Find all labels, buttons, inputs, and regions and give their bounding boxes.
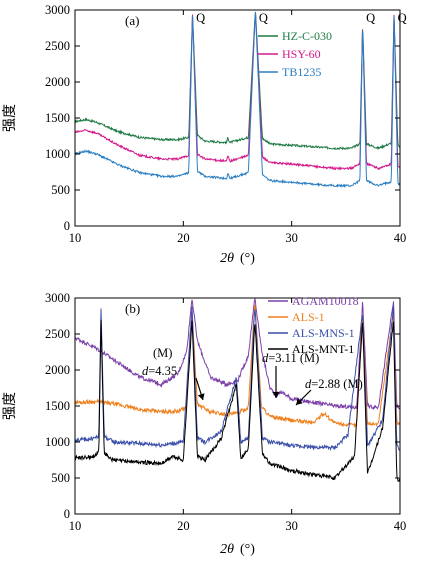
legend-entry: TB1235 bbox=[282, 65, 321, 79]
y-tick-label: 2500 bbox=[45, 39, 70, 53]
legend-entry: ALS-MNS-1 bbox=[292, 326, 355, 340]
annotation-d: d bbox=[305, 377, 312, 391]
x-tick-label: 40 bbox=[394, 519, 407, 533]
x-axis-symbol: 2θ bbox=[220, 251, 234, 266]
x-tick-label: 20 bbox=[177, 519, 190, 533]
x-axis-symbol: 2θ bbox=[220, 542, 234, 557]
x-axis-unit: (°) bbox=[240, 542, 255, 557]
series-line-0 bbox=[75, 298, 400, 411]
y-tick-label: 0 bbox=[64, 219, 70, 233]
series-line-3 bbox=[75, 319, 400, 483]
panel-label: (b) bbox=[125, 301, 140, 316]
annotation-value: =2.88 (M) bbox=[311, 377, 363, 391]
annotation-prefix: (M) bbox=[153, 346, 172, 360]
legend-entry: HSY-60 bbox=[282, 47, 321, 61]
series-line-0 bbox=[75, 11, 400, 151]
y-tick-label: 3000 bbox=[45, 3, 70, 17]
annotation-value: =4.35 bbox=[148, 364, 177, 378]
y-tick-label: 2000 bbox=[45, 363, 70, 377]
x-tick-label: 20 bbox=[177, 231, 190, 245]
annotation-arrow-head bbox=[197, 393, 205, 400]
annotation-d: d bbox=[142, 364, 149, 378]
y-tick-label: 1000 bbox=[45, 147, 70, 161]
x-tick-label: 10 bbox=[69, 519, 82, 533]
annotation: d=3.11 (M) bbox=[262, 351, 319, 365]
series-line-2 bbox=[75, 12, 400, 189]
legend-entry: AGAM10018 bbox=[292, 294, 359, 308]
peak-label-q: Q bbox=[196, 11, 205, 25]
y-axis-title: 强度 bbox=[2, 104, 18, 132]
annotation-d: d bbox=[262, 351, 269, 365]
plot-frame bbox=[74, 9, 401, 227]
series-line-1 bbox=[75, 304, 400, 429]
annotation-arrow-head bbox=[296, 398, 303, 405]
x-axis-unit: (°) bbox=[240, 251, 255, 266]
peak-label-q: Q bbox=[259, 11, 268, 25]
annotation: d=4.35 bbox=[142, 364, 177, 378]
y-tick-label: 1000 bbox=[45, 435, 70, 449]
legend-entry: ALS-1 bbox=[292, 310, 325, 324]
annotation-arrow-head bbox=[272, 392, 280, 398]
y-tick-label: 3000 bbox=[45, 291, 70, 305]
x-tick-label: 30 bbox=[285, 519, 298, 533]
x-tick-label: 40 bbox=[394, 231, 407, 245]
x-tick-label: 10 bbox=[69, 231, 82, 245]
y-tick-label: 500 bbox=[51, 471, 70, 485]
annotation: (M) bbox=[153, 346, 172, 360]
y-tick-label: 2000 bbox=[45, 75, 70, 89]
y-tick-label: 1500 bbox=[45, 399, 70, 413]
y-tick-label: 0 bbox=[64, 507, 70, 521]
legend-entry: HZ-C-030 bbox=[282, 29, 332, 43]
peak-label-q: Q bbox=[398, 11, 407, 25]
chart-panel-1: 10 20 30 40 0 500 1000 1500 2000 2500 3000 强度 2θ (°) (… bbox=[2, 291, 406, 557]
annotation-value: =3.11 (M) bbox=[268, 351, 319, 365]
series-line-2 bbox=[75, 305, 400, 452]
x-axis-title: 2θ (°) bbox=[220, 251, 255, 266]
y-tick-label: 500 bbox=[51, 183, 70, 197]
chart-panel-0: 10 20 30 40 0 500 1000 1500 2000 2500 3000 强度 2θ (°) (… bbox=[2, 3, 407, 266]
x-tick-label: 30 bbox=[285, 231, 298, 245]
series-line-1 bbox=[75, 13, 400, 171]
y-axis-title: 强度 bbox=[2, 392, 18, 420]
legend-entry: ALS-MNT-1 bbox=[292, 342, 354, 356]
peak-label-q: Q bbox=[366, 11, 375, 25]
x-axis-title: 2θ (°) bbox=[220, 542, 255, 557]
panel-label: (a) bbox=[125, 13, 139, 28]
y-tick-label: 2500 bbox=[45, 327, 70, 341]
y-tick-label: 1500 bbox=[45, 111, 70, 125]
annotation: d=2.88 (M) bbox=[305, 377, 363, 391]
